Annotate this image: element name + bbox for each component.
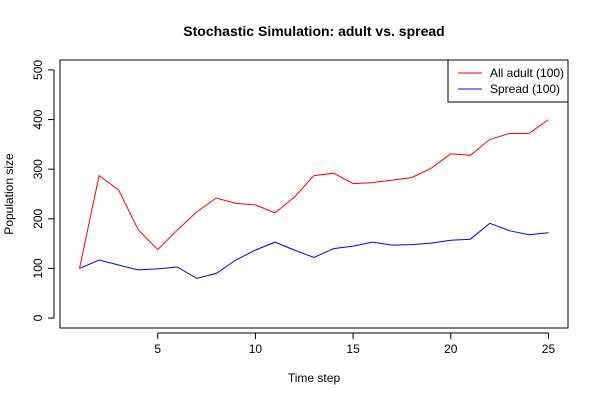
y-axis-label: Population size — [2, 153, 16, 235]
y-tick-label: 400 — [31, 109, 45, 129]
legend: All adult (100) Spread (100) — [447, 59, 569, 103]
legend-box — [447, 59, 569, 103]
series-layer — [79, 119, 549, 279]
series-line-2 — [79, 222, 549, 279]
series-line-1 — [79, 119, 549, 269]
y-tick-label: 500 — [31, 60, 45, 80]
x-tick-label: 5 — [154, 342, 161, 356]
legend-label: All adult (100) — [490, 66, 564, 80]
x-axis-label: Time step — [288, 371, 341, 385]
x-tick-label: 15 — [346, 342, 360, 356]
axes-layer: 5 10 15 20 25 0 100 200 300 400 500 — [31, 60, 555, 356]
y-tick-label: 200 — [31, 208, 45, 228]
x-tick-label: 10 — [249, 342, 263, 356]
x-tick-label: 20 — [444, 342, 458, 356]
y-tick-label: 300 — [31, 159, 45, 179]
y-tick-label: 100 — [31, 258, 45, 278]
x-tick-label: 25 — [542, 342, 556, 356]
y-tick-label: 0 — [31, 314, 45, 321]
legend-label: Spread (100) — [490, 82, 560, 96]
chart-title: Stochastic Simulation: adult vs. spread — [183, 23, 444, 39]
plot-frame — [59, 59, 569, 329]
